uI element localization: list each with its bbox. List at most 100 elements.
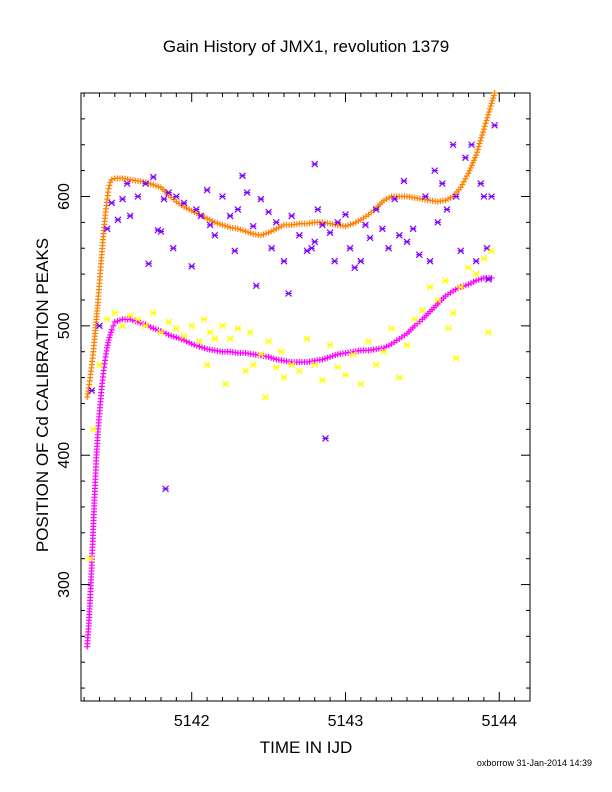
orange-point xyxy=(476,140,483,147)
purple-point xyxy=(103,225,111,233)
purple-point xyxy=(211,231,219,239)
yellow-point xyxy=(445,325,452,332)
yellow-point xyxy=(426,283,434,291)
x-tick-label: 5143 xyxy=(328,713,364,730)
purple-point xyxy=(160,195,168,203)
purple-point xyxy=(162,485,169,493)
orange-point xyxy=(108,176,115,183)
purple-point xyxy=(197,212,205,220)
yellow-point xyxy=(149,309,157,317)
purple-point xyxy=(308,244,316,252)
purple-point xyxy=(226,212,234,220)
yellow-point xyxy=(265,337,273,345)
yellow-point xyxy=(318,376,326,384)
purple-point xyxy=(268,244,276,252)
purple-point xyxy=(331,257,339,265)
orange-point xyxy=(483,117,490,124)
yellow-point xyxy=(172,325,180,332)
yellow-point xyxy=(86,555,94,563)
purple-point xyxy=(426,257,434,265)
purple-point xyxy=(272,218,280,226)
yellow-point xyxy=(280,374,288,382)
purple-point xyxy=(219,193,226,200)
x-axis-label: TIME IN IJD xyxy=(260,738,353,757)
orange-point xyxy=(482,120,489,127)
purple-point xyxy=(239,172,246,180)
purple-point xyxy=(351,264,359,272)
purple-point xyxy=(192,206,200,213)
yellow-point xyxy=(485,328,492,336)
purple-point xyxy=(485,275,492,283)
yellow-point xyxy=(480,255,488,263)
purple-point xyxy=(342,211,349,219)
yellow-point xyxy=(303,335,311,343)
yellow-point xyxy=(488,247,495,255)
purple-point xyxy=(180,199,188,207)
purple-point xyxy=(443,206,451,213)
yellow-point xyxy=(257,350,265,358)
yellow-point xyxy=(357,380,365,388)
yellow-point xyxy=(334,363,342,371)
yellow-point xyxy=(457,283,465,291)
orange-point xyxy=(106,182,113,189)
yellow-point xyxy=(200,315,208,323)
yellow-point xyxy=(349,350,357,358)
purple-point xyxy=(145,260,153,268)
orange-point xyxy=(481,123,488,130)
y-tick-label: 600 xyxy=(56,183,73,210)
purple-point xyxy=(372,206,380,213)
yellow-point xyxy=(103,315,111,323)
orange-point xyxy=(485,108,492,115)
purple-point xyxy=(311,238,319,246)
orange-point xyxy=(491,90,498,96)
y-axis-label: POSITION OF Cd CALIBRATION PEAKS xyxy=(33,238,52,552)
purple-point xyxy=(472,257,480,265)
purple-point xyxy=(415,251,423,259)
yellow-point xyxy=(89,425,97,433)
yellow-point xyxy=(203,361,211,369)
yellow-point xyxy=(434,296,442,304)
purple-point xyxy=(449,141,457,149)
orange-point xyxy=(473,152,480,159)
data-marks xyxy=(84,90,499,650)
yellow-point xyxy=(119,322,126,330)
yellow-point xyxy=(295,367,303,375)
yellow-point xyxy=(180,332,188,340)
purple-point xyxy=(265,208,273,216)
chart-title: Gain History of JMX1, revolution 1379 xyxy=(163,37,449,56)
y-tick-label: 500 xyxy=(56,312,73,339)
purple-point xyxy=(114,216,122,224)
purple-point xyxy=(434,218,442,226)
magenta-point xyxy=(110,322,117,329)
yellow-point xyxy=(226,335,234,343)
purple-point xyxy=(206,221,214,229)
purple-point xyxy=(295,231,303,239)
purple-point xyxy=(172,193,180,200)
orange-point xyxy=(480,129,487,136)
yellow-point xyxy=(246,328,254,336)
yellow-point xyxy=(326,341,334,349)
yellow-point xyxy=(288,361,296,369)
purple-point xyxy=(461,154,469,162)
yellow-point xyxy=(111,309,119,317)
yellow-point xyxy=(134,315,142,323)
purple-point xyxy=(400,177,408,185)
purple-point xyxy=(314,206,322,213)
orange-point xyxy=(105,185,112,192)
purple-point xyxy=(378,225,386,233)
orange-point xyxy=(478,134,485,141)
yellow-point xyxy=(418,306,426,314)
purple-point xyxy=(468,141,475,149)
purple-point xyxy=(231,247,239,255)
yellow-point xyxy=(442,277,449,284)
purple-point xyxy=(457,247,465,255)
yellow-point xyxy=(195,337,203,345)
yellow-point xyxy=(411,315,419,323)
purple-point xyxy=(346,244,354,252)
purple-point xyxy=(88,387,96,394)
purple-point xyxy=(477,180,485,187)
orange-point xyxy=(485,111,492,118)
purple-point xyxy=(134,193,142,200)
orange-point xyxy=(475,143,482,150)
yellow-point xyxy=(449,309,457,317)
